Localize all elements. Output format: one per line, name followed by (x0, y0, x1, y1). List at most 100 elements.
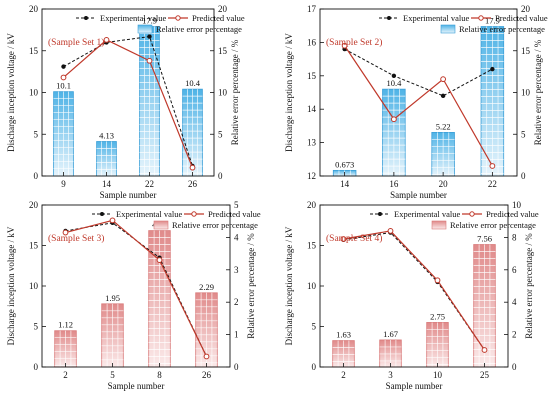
predicted-point (189, 164, 196, 171)
legend-error-swatch (431, 220, 447, 230)
legend-error-label: Relative error percentage (459, 24, 545, 34)
chart-panel-1: 10.1 4.13 17.9 10.4 0 5 10 15 20 0 5 10 15 20 9 14 22 26 S… (6, 4, 245, 200)
error-bar-label: 17.9 (485, 16, 500, 26)
error-bar-label: 1.12 (58, 320, 73, 330)
y2-tick-label: 0 (234, 362, 239, 372)
legend-experimental-marker (84, 16, 88, 20)
error-bar (426, 322, 449, 368)
error-bar-label: 10.4 (185, 78, 201, 88)
experimental-point (440, 93, 446, 99)
y2-tick-label: 10 (218, 88, 228, 98)
y2-axis-label: Relative error percentage / % (230, 39, 240, 145)
predicted-point (60, 74, 67, 81)
x-tick-label: 5 (110, 370, 115, 380)
error-bar (382, 88, 406, 177)
predicted-line (63, 39, 194, 168)
y-axis-label: Discharge inception voltage / kV (284, 33, 294, 152)
y2-tick-label: 15 (218, 46, 228, 56)
legend-error-swatch (440, 24, 456, 34)
predicted-line (343, 230, 485, 351)
error-bar (148, 230, 171, 368)
y2-tick-label: 4 (234, 232, 239, 242)
experimental-point (147, 34, 152, 39)
y2-axis-label: Relative error percentage / % (524, 233, 534, 339)
error-bar-label: 1.63 (336, 330, 351, 340)
x-tick-label: 9 (61, 179, 66, 189)
legend-experimental-label: Experimental value (116, 209, 183, 219)
legend: Experimental value Predicted valueRelativ… (76, 13, 245, 34)
x-axis-label: Sample number (390, 190, 447, 200)
x-tick-label: 2 (341, 370, 346, 380)
y-tick-label: 16 (307, 37, 317, 47)
experimental-line (343, 232, 485, 351)
error-bar-label: 2.29 (199, 282, 214, 292)
chart-panel-2: 0.673 10.4 5.22 17.9 12 13 14 15 16 17 0 5 10 15 20 14 1… (284, 4, 548, 200)
sample-set-annotation: (Sample Set 1) (48, 37, 104, 48)
y-tick-label: 20 (307, 200, 317, 210)
x-axis-label: Sample number (108, 381, 165, 391)
error-bar (379, 339, 402, 368)
x-axis-label: Sample number (386, 381, 443, 391)
y-tick-label: 0 (312, 362, 317, 372)
error-bar (101, 303, 124, 368)
error-bar (332, 340, 355, 368)
predicted-point (390, 116, 397, 123)
error-bar (54, 330, 77, 368)
legend-experimental-label: Experimental value (403, 13, 470, 23)
y-tick-label: 15 (29, 46, 39, 56)
x-tick-label: 14 (102, 179, 112, 189)
error-bar (139, 26, 160, 177)
predicted-point (203, 353, 210, 360)
y-tick-label: 10 (29, 281, 39, 291)
y-tick-label: 10 (29, 88, 39, 98)
x-tick-label: 26 (202, 370, 212, 380)
legend-predicted-label: Predicted value (486, 209, 539, 219)
predicted-point (103, 36, 110, 43)
y-axis-label: Discharge inception voltage / kV (6, 226, 16, 345)
predicted-point (156, 257, 163, 263)
y2-axis-label: Relative error percentage / % (246, 233, 256, 339)
legend: Experimental value Predicted valueRelativ… (379, 13, 548, 34)
error-bar-label: 10.1 (56, 81, 71, 91)
x-tick-label: 10 (433, 370, 443, 380)
legend-predicted-marker (478, 15, 484, 21)
y2-tick-label: 0 (521, 171, 526, 181)
predicted-point (434, 277, 441, 284)
y2-tick-label: 20 (521, 4, 531, 14)
predicted-point (146, 57, 153, 64)
x-tick-label: 8 (157, 370, 162, 380)
y-tick-label: 15 (307, 241, 317, 251)
predicted-point (109, 217, 116, 224)
error-bar-label: 1.95 (105, 293, 120, 303)
x-tick-label: 16 (389, 179, 399, 189)
legend-experimental-marker (100, 212, 104, 216)
x-tick-label: 14 (340, 179, 350, 189)
error-bar-label: 1.67 (383, 329, 398, 339)
y-tick-label: 12 (307, 171, 316, 181)
y-tick-label: 5 (312, 322, 317, 332)
y-tick-label: 0 (34, 171, 39, 181)
predicted-point (489, 163, 496, 169)
error-bar-label: 4.13 (99, 131, 114, 141)
experimental-line (344, 48, 493, 97)
x-tick-label: 20 (439, 179, 449, 189)
legend-experimental-label: Experimental value (394, 209, 461, 219)
predicted-point (481, 347, 488, 353)
y2-tick-label: 4 (512, 297, 517, 307)
x-axis-label: Sample number (100, 190, 157, 200)
error-bar-label: 10.4 (386, 78, 402, 88)
experimental-line (63, 36, 193, 167)
y-tick-label: 10 (307, 281, 317, 291)
y2-tick-label: 5 (218, 129, 223, 139)
y2-tick-label: 20 (218, 4, 228, 14)
error-bar (96, 141, 117, 177)
x-tick-label: 25 (480, 370, 490, 380)
y2-tick-label: 2 (234, 297, 239, 307)
error-bar (195, 292, 218, 368)
legend-predicted-label: Predicted value (192, 13, 245, 23)
y-tick-label: 13 (307, 138, 317, 148)
legend-error-swatch (137, 24, 153, 34)
legend-predicted-label: Predicted value (208, 209, 261, 219)
y-tick-label: 15 (307, 71, 317, 81)
